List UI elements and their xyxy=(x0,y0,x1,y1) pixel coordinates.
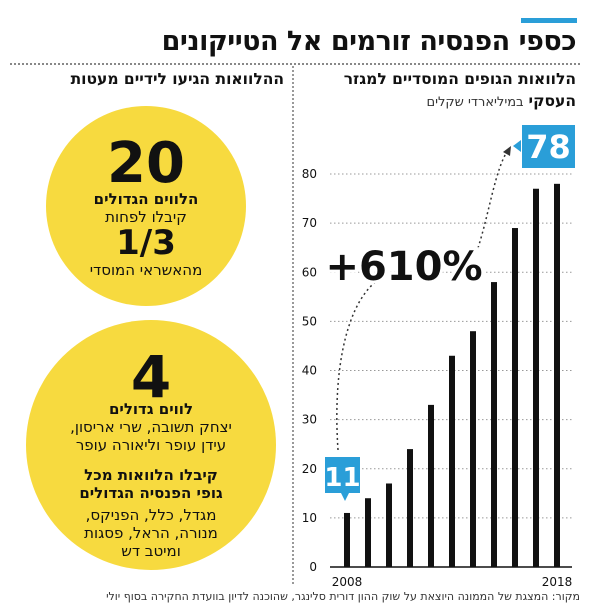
bar-2015 xyxy=(491,282,497,567)
y-tick-label: 60 xyxy=(302,265,317,279)
last-value-label: 78 xyxy=(526,128,571,166)
y-tick-label: 70 xyxy=(302,216,317,230)
bottom-stat-names-line2: עידן עופר וליאורה עופר xyxy=(75,436,227,454)
first-value-pointer xyxy=(341,493,349,501)
chart-heading: הלוואות הגופים המוסדיים למגזר xyxy=(343,70,576,88)
bottom-stat-bold-line3: גופי הפנסיה הגדולים xyxy=(79,484,223,502)
bar-2012 xyxy=(428,404,434,567)
top-stat-line2: קיבלו לפחות xyxy=(105,208,187,226)
left-panel-heading: ההלוואות הגיעו לידיים מעטות xyxy=(70,70,284,88)
growth-curve-upper xyxy=(477,149,509,249)
bar-2013 xyxy=(449,355,455,567)
top-stat-circle xyxy=(46,106,246,306)
bottom-stat-funds-line1: מגדל, כלל, הפניקס, xyxy=(85,506,217,524)
y-tick-label: 50 xyxy=(302,314,317,328)
bar-2009 xyxy=(365,498,371,567)
x-tick-label: 2008 xyxy=(332,575,363,589)
bottom-stat-number: 4 xyxy=(130,343,172,411)
growth-curve-lower xyxy=(336,279,379,451)
top-stat-line4: מהאשראי המוסדי xyxy=(89,261,203,279)
top-accent-bar xyxy=(521,18,577,23)
bottom-stat-bold-line: לווים גדולים xyxy=(108,400,194,418)
bottom-stat-funds-line2: מנורה, הראל, פסגות xyxy=(84,524,218,542)
y-tick-label: 0 xyxy=(309,560,317,574)
y-tick-label: 40 xyxy=(302,364,317,378)
last-value-pointer xyxy=(513,140,521,152)
first-value-box xyxy=(325,457,360,493)
first-value-label: 11 xyxy=(324,463,360,493)
growth-label: +610% xyxy=(325,244,482,290)
x-tick-label: 2018 xyxy=(542,575,573,589)
bar-2016 xyxy=(512,228,518,567)
top-stat-fraction: 1/3 xyxy=(116,223,176,263)
title-divider xyxy=(10,63,580,65)
top-stat-number: 20 xyxy=(107,131,185,196)
bar-2018 xyxy=(554,183,560,567)
chart-heading-bold: העסקי xyxy=(528,92,576,110)
source-footer: מקור: המצגת של הממונה היוצאת על שוק ההון… xyxy=(106,590,580,603)
chart-annotations: 11 78 +610% xyxy=(322,125,575,501)
y-tick-label: 10 xyxy=(302,511,317,525)
bar-2011 xyxy=(407,449,413,567)
page-title: כספי הפנסיה זורמים אל הטייקונים xyxy=(161,26,577,57)
bar-2008 xyxy=(344,512,350,567)
bottom-stat-circle xyxy=(26,320,276,570)
last-value-box xyxy=(522,125,575,168)
bottom-stat-names-line1: יצחק תשובה, שרי אריסון, xyxy=(70,418,232,436)
chart-subheading: העסקי במיליארדי שקלים xyxy=(427,92,577,110)
bar-2014 xyxy=(470,331,476,567)
y-tick-label: 80 xyxy=(302,167,317,181)
chart-ticks: 0 10 20 30 40 50 60 70 80 2008 2018 xyxy=(302,167,573,589)
chart-unit-label: במיליארדי שקלים xyxy=(426,95,524,110)
y-tick-label: 30 xyxy=(302,413,317,427)
bar-2017 xyxy=(533,188,539,568)
y-tick-label: 20 xyxy=(302,462,317,476)
bottom-stat-bold-line2: קיבלו הלוואות מכל xyxy=(84,466,218,484)
growth-arrowhead xyxy=(503,146,511,156)
bottom-stat-funds-line3: ומיטב דש xyxy=(121,542,181,560)
chart-bars xyxy=(344,183,560,568)
top-stat-bold-line: הלווים הגדולים xyxy=(93,190,199,208)
bar-2010 xyxy=(386,483,392,567)
panel-divider xyxy=(292,66,294,584)
